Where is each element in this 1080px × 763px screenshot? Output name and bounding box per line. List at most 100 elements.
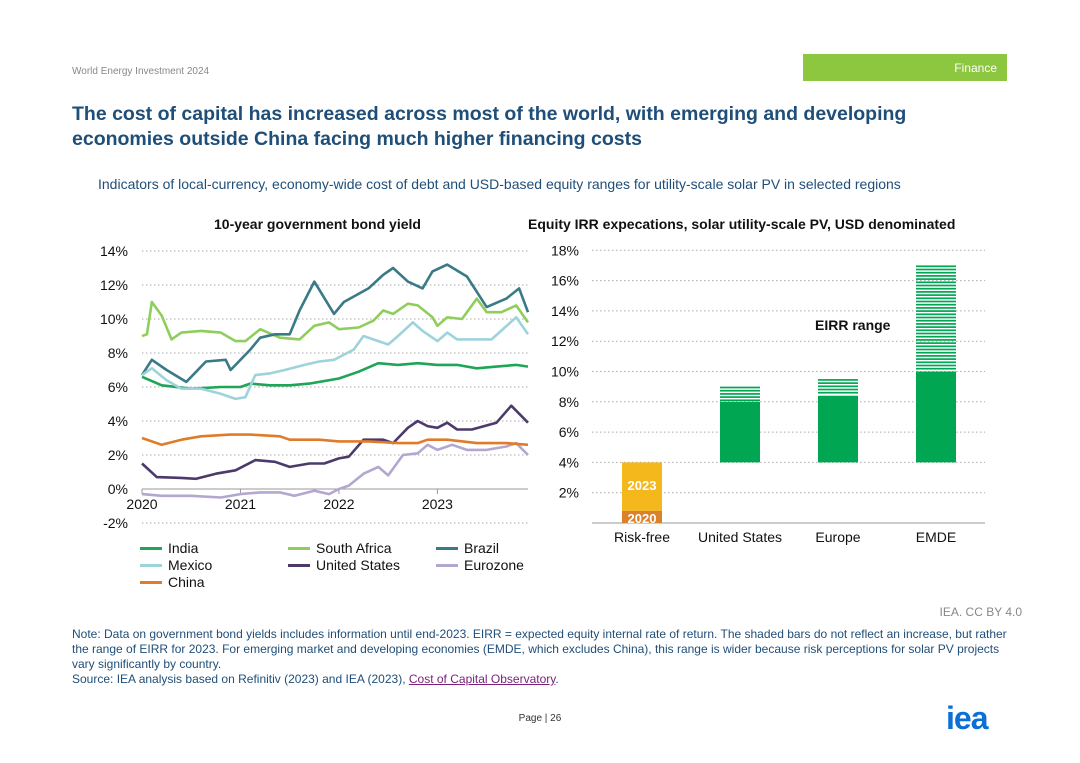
y-tick-label: 0% [108, 481, 128, 497]
bar-eirr-base [916, 371, 956, 463]
legend-label: Mexico [168, 557, 213, 573]
series-line-india [141, 361, 529, 391]
y-tick-label: 12% [100, 277, 128, 293]
iea-logo: iea [946, 700, 988, 736]
legend-swatch [436, 546, 458, 550]
series-line-brazil [140, 263, 530, 384]
bar-eirr-range-stripe [818, 391, 858, 394]
y-tick-label: 8% [559, 394, 579, 410]
bar-eirr-range-stripe [818, 388, 858, 391]
legend-label: Brazil [464, 540, 500, 556]
y-tick-label: 2% [108, 447, 128, 463]
series-line-china [141, 433, 529, 447]
y-tick-label: 14% [100, 243, 128, 259]
source-line: Source: IEA analysis based on Refinitiv … [72, 672, 559, 686]
legend-swatch [140, 563, 162, 567]
x-tick-label: 2020 [126, 496, 157, 512]
bar-eirr-range-stripe [916, 367, 956, 370]
category-label: United States [698, 529, 782, 545]
legend-item-india: India [140, 540, 198, 556]
legend-item-united-states: United States [288, 557, 400, 573]
bar-eirr-range-stripe [916, 281, 956, 284]
bar-eirr-range-stripe [916, 323, 956, 325]
y-tick-label: 14% [551, 303, 579, 319]
charts-canvas: 14% 12% 10% 8% 6% 4% 2% 0% -2% 2020 2021 2022 2023 18… [100, 242, 985, 545]
bar-eirr-range-stripe [916, 332, 956, 335]
bar-eirr-range-stripe [720, 386, 760, 389]
bar-eirr-range-stripe [916, 316, 956, 319]
bar-eirr-range-stripe [720, 393, 760, 395]
series-line-south-africa [141, 297, 530, 343]
bar-eirr-range-stripe [916, 268, 956, 271]
bar-eirr-range-stripe [916, 348, 956, 351]
bar-eirr-range-stripe [720, 399, 760, 402]
bar-risk-free-2020 [622, 510, 662, 523]
y-tick-label: 2% [559, 485, 579, 501]
note-text: Note: Data on government bond yields inc… [72, 627, 1007, 671]
y-tick-label: 16% [551, 273, 579, 289]
bar-eirr-range-stripe [916, 326, 956, 328]
bar-eirr-range-stripe [916, 339, 956, 341]
bar-risk-free-2023 [622, 462, 662, 511]
bar-eirr-range-stripe [916, 351, 956, 354]
legend-item-south-africa: South Africa [288, 540, 392, 556]
legend: India South Africa Brazil Mexico United … [140, 540, 560, 595]
legend-swatch [140, 546, 162, 550]
x-tick-label: 2023 [422, 496, 453, 512]
figure-subtitle: Indicators of local-currency, economy-wi… [98, 176, 901, 192]
legend-item-china: China [140, 574, 205, 590]
series-line-united-states [141, 404, 529, 481]
y-tick-label: 10% [100, 311, 128, 327]
legend-swatch [436, 563, 458, 567]
bar-eirr-range-stripe [916, 361, 956, 364]
bar-eirr-range-stripe [916, 284, 956, 287]
page-title: The cost of capital has increased across… [72, 103, 907, 150]
bar-eirr-range-stripe [916, 355, 956, 357]
bar-eirr-range-stripe [818, 379, 858, 381]
legend-label: United States [316, 557, 401, 573]
x-tick-label: 2022 [323, 496, 354, 512]
bar-eirr-range-stripe [916, 364, 956, 367]
cost-of-capital-link[interactable]: Cost of Capital Observatory [408, 672, 556, 686]
y-tick-label: 10% [551, 364, 579, 380]
category-label: Risk-free [614, 529, 670, 545]
license-credit: IEA. CC BY 4.0 [939, 605, 1022, 619]
legend-item-eurozone: Eurozone [436, 557, 524, 573]
legend-label: India [168, 540, 199, 556]
category-label: Europe [815, 529, 860, 545]
series-line-mexico [141, 315, 530, 401]
page-number: Page | 26 [518, 713, 562, 724]
bar-eirr-range-stripe [916, 271, 956, 274]
bar-eirr-range-stripe [916, 307, 956, 309]
legend-label: Eurozone [464, 557, 524, 573]
left-chart-title: 10-year government bond yield [214, 216, 421, 232]
bar-eirr-range-stripe [916, 294, 956, 296]
legend-label: South Africa [316, 540, 392, 556]
bar-eirr-range-stripe [916, 335, 956, 338]
eirr-range-annotation: EIRR range [815, 317, 891, 333]
bar-eirr-range-stripe [916, 275, 956, 277]
bar-eirr-base [818, 395, 858, 463]
footnote: Note: Data on government bond yields inc… [72, 627, 1012, 687]
y-tick-label: 4% [108, 413, 128, 429]
bar-eirr-range-stripe [916, 310, 956, 312]
bar-eirr-range-stripe [916, 342, 956, 344]
legend-swatch [288, 563, 310, 567]
right-chart-title: Equity IRR expecations, solar utility-sc… [528, 216, 956, 232]
bar-eirr-range-stripe [916, 265, 956, 268]
y-tick-label: 18% [551, 242, 579, 258]
bar-label-2023: 2023 [628, 478, 657, 493]
legend-item-mexico: Mexico [140, 557, 212, 573]
bar-eirr-range-stripe [916, 313, 956, 316]
legend-swatch [140, 580, 162, 584]
x-tick-label: 2021 [225, 496, 256, 512]
bar-eirr-range-stripe [916, 329, 956, 332]
bar-eirr-range-stripe [916, 319, 956, 322]
bar-eirr-range-stripe [916, 291, 956, 293]
y-tick-label: -2% [103, 515, 128, 531]
bar-eirr-range-stripe [818, 385, 858, 388]
legend-label: China [168, 574, 205, 590]
bar-label-2020: 2020 [628, 511, 657, 526]
bar-eirr-range-stripe [916, 358, 956, 360]
